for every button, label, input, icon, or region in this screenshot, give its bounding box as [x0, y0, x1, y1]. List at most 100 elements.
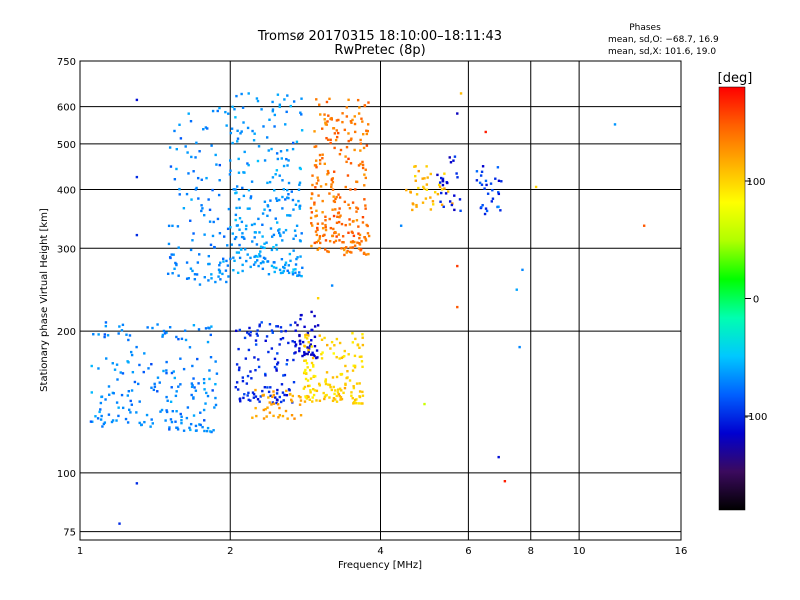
- data-point-189: [99, 418, 103, 421]
- data-point-291: [169, 165, 173, 168]
- data-point-1021: [347, 231, 350, 234]
- x-tick-label-2: 4: [377, 546, 383, 557]
- data-point-506: [235, 251, 239, 254]
- data-point-943: [364, 253, 368, 256]
- data-point-982: [361, 166, 365, 170]
- data-point-950: [324, 239, 328, 242]
- data-point-794: [329, 347, 332, 350]
- data-point-414: [257, 145, 261, 148]
- data-point-508: [268, 118, 271, 121]
- data-point-1091: [316, 222, 320, 225]
- data-point-361: [254, 254, 257, 258]
- data-point-1103: [348, 223, 352, 226]
- data-point-393: [292, 208, 295, 211]
- data-point-360: [252, 139, 256, 142]
- data-point-326: [294, 268, 297, 271]
- data-point-461: [278, 268, 282, 272]
- data-point-295: [185, 277, 189, 280]
- data-point-18: [129, 411, 132, 414]
- data-point-752: [272, 390, 275, 393]
- data-point-495: [276, 221, 279, 224]
- data-point-644: [238, 366, 241, 369]
- data-point-481: [236, 140, 239, 143]
- x-axis-label: Frequency [MHz]: [338, 560, 422, 571]
- data-point-578: [266, 204, 269, 207]
- data-point-258: [175, 263, 178, 267]
- data-point-962: [341, 235, 345, 238]
- data-point-819: [335, 375, 339, 379]
- data-point-1055: [355, 210, 358, 213]
- data-point-570: [240, 92, 243, 96]
- data-point-372: [295, 257, 298, 261]
- data-point-892: [328, 383, 332, 387]
- data-point-274: [194, 156, 197, 159]
- data-point-696: [316, 324, 320, 327]
- data-point-983: [313, 145, 316, 149]
- data-point-961: [350, 121, 353, 124]
- data-point-757: [265, 415, 268, 418]
- data-point-751: [268, 411, 272, 414]
- data-point-1196: [422, 185, 425, 189]
- data-point-139: [199, 423, 202, 427]
- data-point-0: [173, 376, 176, 380]
- data-point-229: [210, 144, 213, 147]
- data-point-732: [298, 340, 302, 343]
- data-point-657: [276, 398, 279, 402]
- data-point-492: [251, 240, 254, 243]
- data-point-168: [190, 382, 194, 385]
- data-point-680: [281, 391, 285, 394]
- data-point-1051: [351, 201, 355, 204]
- data-point-1223: [425, 165, 428, 168]
- data-point-522: [271, 100, 274, 104]
- data-point-829: [308, 368, 312, 372]
- data-point-1191: [315, 98, 318, 101]
- data-point-681: [264, 339, 267, 342]
- data-point-1090: [326, 169, 330, 173]
- data-point-1157: [356, 98, 360, 102]
- data-point-264: [214, 153, 217, 157]
- y-tick-label-6: 600: [57, 103, 76, 114]
- data-point-1250: [448, 156, 451, 159]
- data-point-178: [150, 418, 153, 421]
- data-point-78: [179, 357, 182, 360]
- y-tick-label-2: 200: [57, 327, 76, 338]
- data-point-370: [242, 194, 246, 198]
- data-point-1101: [365, 129, 368, 132]
- data-point-161: [170, 371, 174, 375]
- data-point-245: [166, 272, 170, 276]
- data-point-1288: [484, 207, 488, 210]
- data-point-471: [300, 232, 303, 235]
- data-point-182: [127, 338, 130, 342]
- data-point-389: [237, 251, 241, 254]
- data-point-1130: [366, 129, 370, 133]
- data-point-709: [310, 353, 313, 356]
- data-point-1094: [315, 209, 318, 213]
- data-point-1131: [319, 185, 323, 188]
- data-point-920: [305, 362, 309, 365]
- data-point-1063: [315, 165, 318, 169]
- data-point-678: [283, 393, 286, 397]
- data-point-764: [290, 413, 294, 417]
- data-point-1233: [415, 193, 419, 196]
- data-point-1188: [333, 200, 337, 204]
- data-point-977: [314, 230, 318, 233]
- data-point-441: [278, 174, 281, 177]
- data-point-658: [269, 386, 272, 389]
- data-point-795: [361, 343, 365, 347]
- data-point-679: [293, 340, 297, 344]
- data-point-283: [198, 253, 201, 256]
- data-point-594: [271, 331, 274, 334]
- data-point-513: [282, 231, 285, 234]
- data-point-1290: [135, 98, 139, 102]
- data-point-934: [335, 355, 338, 359]
- data-point-850: [303, 385, 307, 389]
- data-point-735: [278, 413, 281, 417]
- data-point-395: [280, 157, 284, 160]
- data-point-138: [115, 401, 119, 404]
- data-point-859: [340, 356, 344, 360]
- data-point-632: [282, 399, 285, 402]
- data-point-776: [353, 354, 357, 358]
- data-point-99: [208, 327, 211, 330]
- data-point-141: [188, 346, 192, 349]
- data-point-906: [361, 333, 364, 336]
